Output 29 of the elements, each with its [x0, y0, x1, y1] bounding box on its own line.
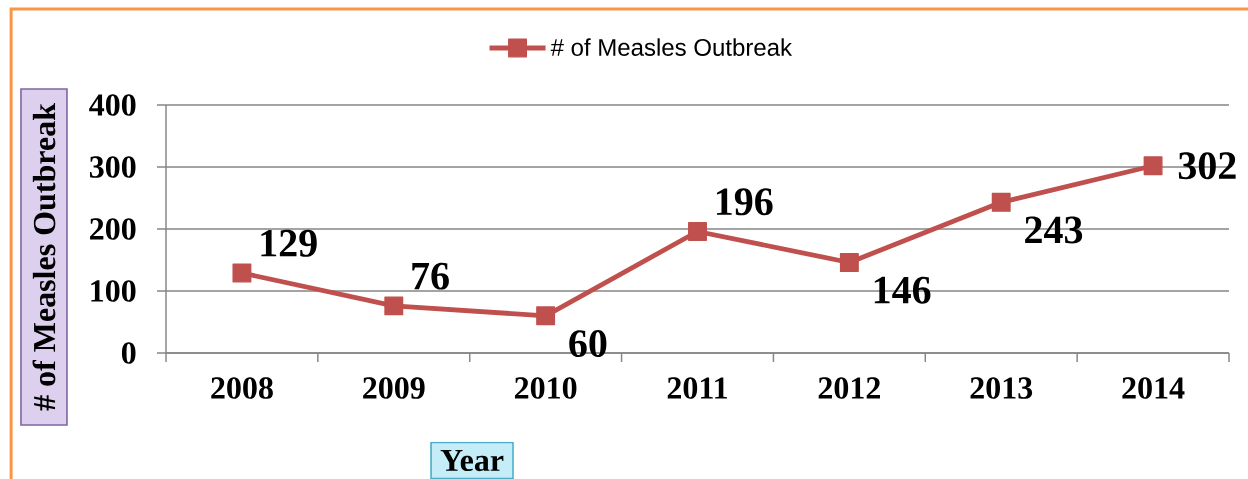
data-label: 76	[412, 262, 449, 290]
point	[991, 192, 1011, 212]
point	[536, 306, 556, 326]
point	[384, 296, 404, 316]
data-label: 129	[261, 229, 317, 257]
data-label: 302	[1178, 152, 1236, 180]
x-tick-label: 2011	[667, 377, 727, 399]
data-label: 146	[874, 276, 931, 304]
point	[232, 263, 252, 283]
y-tick-label: 300	[89, 156, 136, 178]
x-tick-label: 2014	[1122, 377, 1185, 399]
data-label: 243	[1025, 216, 1083, 244]
y-tick-label: 200	[90, 218, 136, 240]
x-axis-title: Year	[440, 449, 504, 472]
x-tick-label: 2010	[514, 377, 577, 399]
point	[688, 222, 707, 241]
x-tick-label: 2009	[363, 377, 425, 399]
data-label: 60	[569, 330, 607, 358]
point	[839, 253, 859, 272]
x-tick-label: 2013	[970, 377, 1033, 399]
y-axis-title: # of Measles Outbreak	[32, 103, 56, 411]
data-label: 196	[716, 188, 773, 216]
x-tick-label: 2008	[211, 377, 273, 399]
y-tick-label: 0	[121, 342, 136, 364]
y-tick-label: 400	[89, 94, 136, 116]
y-tick-label: 100	[91, 280, 136, 302]
point	[1143, 156, 1163, 176]
x-tick-label: 2012	[818, 377, 880, 399]
legend-label: # of Measles Outbreak	[550, 38, 793, 56]
